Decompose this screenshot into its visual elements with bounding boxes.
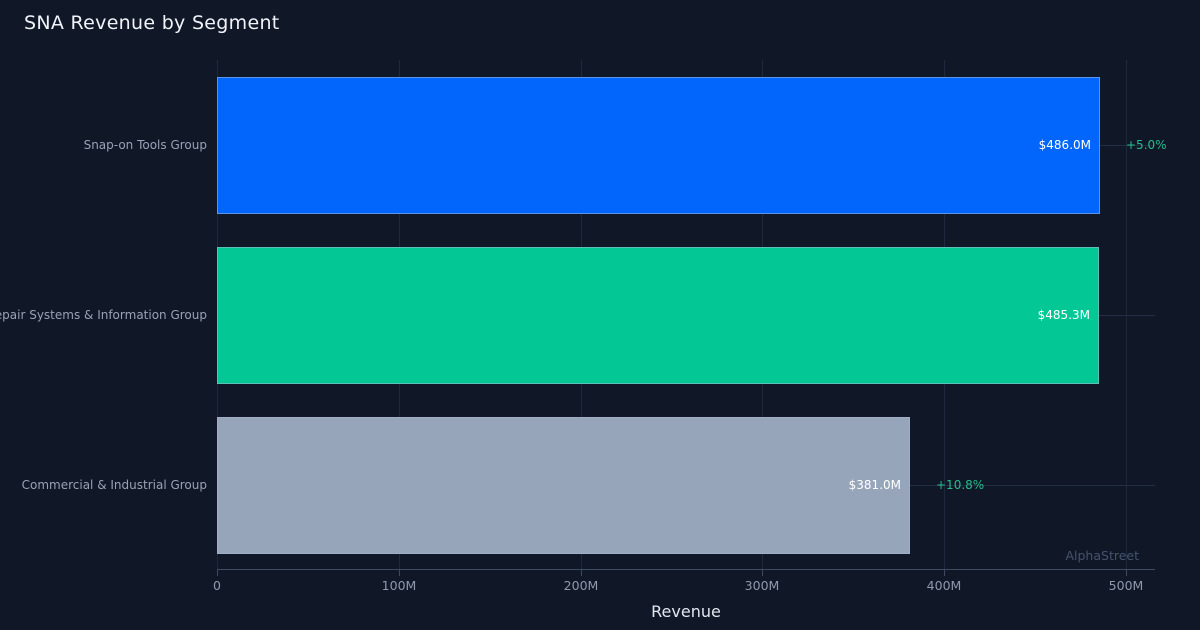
- category-label: Commercial & Industrial Group: [21, 478, 207, 492]
- x-tick-label: 0: [213, 578, 221, 593]
- x-axis-tick: [762, 570, 763, 576]
- watermark: AlphaStreet: [1065, 548, 1139, 563]
- bar-1[interactable]: $486.0M: [217, 76, 1100, 214]
- bar-value-label: $486.0M: [1038, 138, 1091, 152]
- bar-value-label: $485.3M: [1037, 308, 1090, 322]
- category-label: Snap-on Tools Group: [83, 138, 207, 152]
- bar-change-label: +10.8%: [936, 478, 985, 492]
- x-tick-label: 400M: [926, 578, 962, 593]
- x-axis-tick: [581, 570, 582, 576]
- x-gridline: [1126, 60, 1127, 569]
- x-axis-title: Revenue: [651, 602, 721, 621]
- x-axis-tick-labels: 0 100M 200M 300M 400M 500M: [213, 578, 1155, 596]
- x-tick-label: 300M: [744, 578, 780, 593]
- category-label: Repair Systems & Information Group: [0, 308, 207, 322]
- x-tick-label: 200M: [563, 578, 599, 593]
- x-axis-tick: [217, 570, 218, 576]
- category-axis-labels: Snap-on Tools Group Repair Systems & Info…: [0, 60, 212, 570]
- bar-change-label: +5.0%: [1126, 138, 1167, 152]
- plot-area: $486.0M +5.0% $485.3M $381.0M +10.8%: [217, 60, 1167, 576]
- bar-value-label: $381.0M: [848, 478, 901, 492]
- x-axis-tick: [944, 570, 945, 576]
- bar-2[interactable]: $485.3M: [217, 246, 1099, 384]
- x-tick-label: 500M: [1108, 578, 1144, 593]
- bar-3[interactable]: $381.0M: [217, 416, 910, 554]
- chart-title: SNA Revenue by Segment: [24, 12, 280, 34]
- x-axis-tick: [1126, 570, 1127, 576]
- x-tick-label: 100M: [381, 578, 417, 593]
- x-axis-tick: [399, 570, 400, 576]
